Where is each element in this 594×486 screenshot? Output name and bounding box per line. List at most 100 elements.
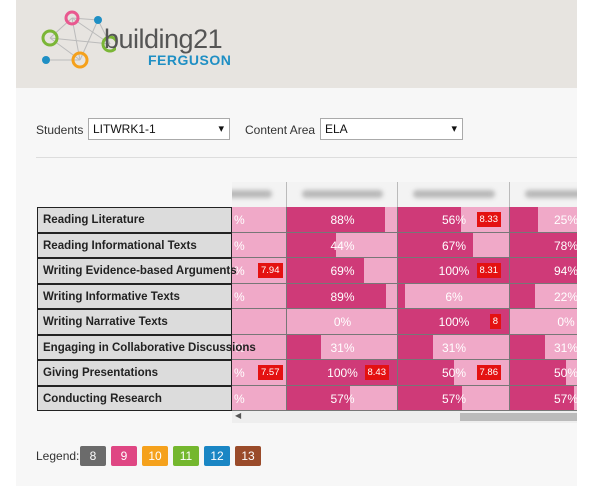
cell[interactable]: 31% <box>510 334 577 360</box>
cell[interactable]: 88% <box>287 207 398 233</box>
score-badge: 7.57 <box>258 365 283 380</box>
cell[interactable]: % <box>232 283 287 309</box>
cell-text: 78% <box>553 238 577 253</box>
cell-text: 89% <box>330 289 355 304</box>
cell[interactable]: 69% <box>287 258 398 284</box>
table-viewport: % 88% 56% 8.33 25%% 44% 67% 78% % 7.94 69% 100% 8.31… <box>232 182 577 422</box>
row-label: Writing Informative Texts <box>37 283 232 309</box>
logo-icon <box>41 10 116 69</box>
cell[interactable]: 78% <box>510 232 577 258</box>
cell[interactable]: 44% <box>287 232 398 258</box>
brand-sub: FERGUSON <box>148 52 232 68</box>
cell[interactable]: 0% <box>510 309 577 335</box>
filter-select[interactable]: LITWRK1-1 <box>88 118 230 140</box>
progress-bar <box>398 283 405 308</box>
cell-text: 44% <box>330 238 355 253</box>
filter-label: Students <box>36 123 84 137</box>
cell-text: 50% <box>441 366 467 380</box>
cell-text: 31% <box>553 340 577 355</box>
score-badge: 8.43 <box>364 365 389 380</box>
cell-text: 100% <box>438 315 470 329</box>
filter-select[interactable]: ELA <box>320 118 463 140</box>
row-label: Writing Narrative Texts <box>37 309 232 335</box>
filter-label: Content Area <box>245 123 316 137</box>
column-header <box>398 182 510 207</box>
cell-text: 22% <box>553 289 577 304</box>
cell-text: 50% <box>553 366 577 380</box>
cell[interactable]: % <box>232 232 287 258</box>
cell-text: 31% <box>330 340 355 355</box>
scroll-thumb[interactable] <box>460 413 577 421</box>
cell[interactable]: 100% 8.31 <box>398 258 510 284</box>
progress-bar <box>398 385 462 410</box>
cell[interactable]: 94% <box>510 258 577 284</box>
column-header <box>232 182 287 207</box>
cell[interactable]: 31% <box>398 334 510 360</box>
cell[interactable]: 100% 8.43 <box>287 360 398 386</box>
cell[interactable]: 0% <box>287 309 398 335</box>
cell-text: % <box>234 213 245 227</box>
cell[interactable]: 57% <box>510 385 577 411</box>
column-header <box>510 182 577 207</box>
progress-bar <box>398 232 474 257</box>
cell[interactable]: % 7.94 <box>232 258 287 284</box>
legend-item: 8 <box>80 446 106 466</box>
cell[interactable]: % <box>232 334 287 360</box>
cell-text: 88% <box>330 213 355 227</box>
divider <box>36 157 577 158</box>
scroll-arrow[interactable]: ◀ <box>235 411 242 420</box>
cell-text: % <box>234 391 245 406</box>
row-label: Reading Informational Texts <box>37 232 232 258</box>
cell-text: 100% <box>327 366 358 380</box>
progress-bar <box>287 334 322 359</box>
cell[interactable] <box>232 309 287 335</box>
cell[interactable]: % <box>232 207 287 233</box>
cell[interactable]: 22% <box>510 283 577 309</box>
cell[interactable]: % 7.57 <box>232 360 287 386</box>
progress-bar <box>287 385 351 410</box>
brand: building21 <box>104 24 223 54</box>
cell[interactable]: 57% <box>398 385 510 411</box>
legend-item: 9 <box>111 446 137 466</box>
cell[interactable]: 56% 8.33 <box>398 207 510 233</box>
header: building21 FERGUSON <box>16 0 577 88</box>
progress-bar <box>510 334 545 359</box>
cell[interactable]: 25% <box>510 207 577 233</box>
cell[interactable]: 100% 8 <box>398 309 510 335</box>
cell-text: 0% <box>333 315 352 329</box>
cell[interactable]: 31% <box>287 334 398 360</box>
cell-text: 25% <box>553 213 577 227</box>
row-label: Giving Presentations <box>37 360 232 386</box>
row-label: Engaging in Collaborative Discussions <box>37 334 256 360</box>
cell[interactable]: 50% <box>510 360 577 386</box>
score-badge: 8.33 <box>476 212 501 227</box>
cell[interactable]: 67% <box>398 232 510 258</box>
cell[interactable]: 6% <box>398 283 510 309</box>
progress-bar <box>510 283 535 308</box>
column-header-blur <box>302 190 383 198</box>
progress-bar <box>510 232 577 257</box>
score-badge: 7.86 <box>476 365 501 380</box>
progress-bar <box>287 232 336 257</box>
cell-text: 57% <box>330 391 355 406</box>
cell-text: 31% <box>441 340 467 355</box>
cell-text: 0% <box>557 315 575 329</box>
cell-text: 100% <box>438 264 470 278</box>
cell[interactable]: 50% 7.86 <box>398 360 510 386</box>
progress-bar <box>287 207 385 232</box>
cell[interactable]: 89% <box>287 283 398 309</box>
cell[interactable]: % <box>232 385 287 411</box>
progress-bar <box>398 334 433 359</box>
cell-text: 57% <box>553 391 577 406</box>
cell-text: 67% <box>441 238 467 253</box>
cell[interactable]: 57% <box>287 385 398 411</box>
row-label: Writing Evidence-based Arguments <box>37 258 237 284</box>
progress-bar <box>398 207 461 232</box>
cell-text: 6% <box>445 289 463 304</box>
legend-item: 10 <box>142 446 168 466</box>
column-header-blur <box>525 190 577 198</box>
progress-bar <box>510 385 574 410</box>
progress-bar <box>510 207 538 232</box>
progress-bar <box>510 258 577 283</box>
